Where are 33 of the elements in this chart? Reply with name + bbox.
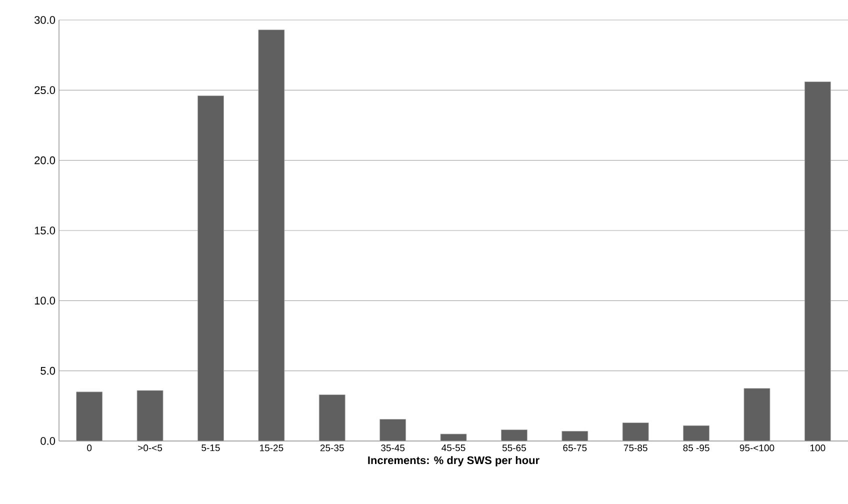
bar [622,422,649,441]
x-tick-label: 55-65 [502,444,526,452]
x-tick-label: 75-85 [624,444,648,452]
x-tick-label: 100 [810,444,826,452]
x-tick-label: 5-15 [202,444,220,452]
bar [76,392,103,441]
bar [744,388,770,441]
bar [258,30,285,441]
x-axis-title: Increments: % dry SWS per hour [368,456,540,466]
bar [501,430,528,441]
bar [683,425,710,441]
x-tick-label: 15-25 [260,444,284,452]
x-tick-label: >0-<5 [138,444,162,452]
y-tick-label: 20.0 [34,156,56,164]
bar [318,394,346,441]
x-tick-label: 45-55 [442,444,466,452]
bar [380,419,406,441]
x-tick-label: 35-45 [381,444,405,452]
y-tick-label: 0.0 [40,437,56,445]
x-tick-label: 85 -95 [683,444,710,452]
y-tick-label: 10.0 [34,296,56,305]
bar [562,431,588,441]
y-tick-label: 30.0 [34,16,56,24]
y-tick-label: 15.0 [34,226,56,234]
x-tick-label: 0 [87,444,92,452]
y-tick-label: 25.0 [34,86,56,94]
x-tick-label: 65-75 [563,444,587,452]
x-tick-label: 95-<100 [740,444,774,452]
bar [198,96,224,441]
y-tick-label: 5.0 [40,366,56,375]
bar [136,390,164,441]
x-tick-label: 25-35 [320,444,344,452]
bar [804,82,831,441]
